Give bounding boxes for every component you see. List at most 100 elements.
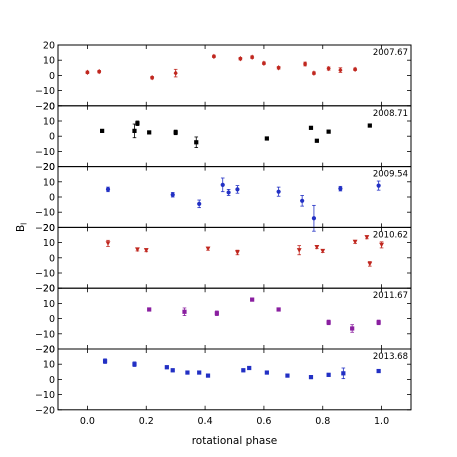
data-point <box>326 372 331 377</box>
y-tick-label: −10 <box>35 269 55 280</box>
y-tick-label: 0 <box>49 375 55 386</box>
data-point <box>238 55 243 62</box>
point-marker <box>135 121 140 126</box>
data-point <box>135 120 140 126</box>
point-marker <box>341 371 346 376</box>
data-point <box>135 247 140 252</box>
point-marker <box>376 320 381 325</box>
epoch-label: 2011.67 <box>373 291 408 301</box>
point-marker <box>376 183 381 188</box>
panel-2009.54: −20 −10 0 10 20 2009.54 <box>35 162 412 234</box>
y-tick-label: 0 <box>49 132 55 143</box>
y-tick-label: 0 <box>49 253 55 264</box>
point-marker <box>185 370 190 375</box>
point-marker <box>143 248 149 253</box>
point-marker <box>326 372 331 377</box>
point-marker <box>308 125 314 130</box>
data-point <box>364 235 370 240</box>
point-marker <box>379 242 384 248</box>
point-marker <box>326 320 331 325</box>
y-tick-label: −20 <box>35 223 55 234</box>
data-point <box>211 53 217 60</box>
y-tick-label: 20 <box>43 41 55 52</box>
y-tick-label: 0 <box>49 193 55 204</box>
y-tick-label: −20 <box>35 284 55 295</box>
x-axis-title: rotational phase <box>192 435 278 447</box>
y-tick-label: 20 <box>43 284 55 295</box>
x-tick-label: 0.8 <box>315 416 330 427</box>
point-marker <box>211 53 217 60</box>
y-axis-title-main: B <box>15 225 27 232</box>
point-marker <box>170 368 175 373</box>
data-point <box>147 130 152 135</box>
point-marker <box>352 239 358 245</box>
point-marker <box>314 138 319 143</box>
point-marker <box>238 55 243 62</box>
data-point <box>132 361 137 367</box>
data-point <box>367 123 372 128</box>
point-marker <box>182 309 187 314</box>
x-tick-label: 0.6 <box>256 416 271 427</box>
point-marker <box>247 365 252 371</box>
data-point <box>170 192 175 198</box>
point-marker <box>194 140 199 145</box>
point-marker <box>173 70 178 76</box>
data-point <box>102 358 108 364</box>
data-point <box>205 246 211 252</box>
data-point <box>247 365 252 371</box>
data-point <box>164 365 169 370</box>
data-point <box>285 373 290 378</box>
point-marker <box>311 216 317 221</box>
data-point <box>276 186 281 197</box>
point-marker <box>326 129 331 134</box>
data-point <box>226 188 231 196</box>
data-point <box>303 61 308 67</box>
point-marker <box>102 359 108 364</box>
data-point <box>338 67 343 73</box>
point-marker <box>296 248 302 253</box>
point-marker <box>205 246 211 252</box>
data-point <box>320 248 326 254</box>
data-point <box>314 138 319 143</box>
point-marker <box>367 261 373 267</box>
y-tick-label: 20 <box>43 223 55 234</box>
x-tick-label: 0.4 <box>198 416 213 427</box>
data-point <box>264 370 269 375</box>
y-tick-label: 10 <box>43 238 55 249</box>
point-marker <box>150 74 155 81</box>
point-marker <box>353 66 358 73</box>
point-marker <box>205 373 211 378</box>
point-marker <box>100 128 105 133</box>
y-tick-label: 0 <box>49 314 55 325</box>
data-point <box>308 125 314 130</box>
data-point <box>173 68 178 78</box>
point-marker <box>105 241 111 246</box>
data-point <box>197 199 202 209</box>
data-point <box>100 128 105 133</box>
point-marker <box>338 67 343 73</box>
point-marker <box>311 70 317 76</box>
point-marker <box>367 123 372 128</box>
point-marker <box>250 297 255 302</box>
data-point <box>326 65 331 72</box>
point-marker <box>285 373 290 378</box>
data-point <box>241 368 246 373</box>
data-point <box>143 248 149 253</box>
data-point <box>194 136 199 149</box>
data-point <box>214 310 219 316</box>
point-marker <box>326 65 331 72</box>
y-tick-label: −10 <box>35 208 55 219</box>
data-point <box>173 129 178 136</box>
point-marker <box>241 368 246 373</box>
point-marker <box>105 187 111 192</box>
point-marker <box>132 128 137 133</box>
point-marker <box>338 186 343 191</box>
data-point <box>250 54 255 60</box>
point-marker <box>376 368 381 374</box>
data-point <box>264 136 269 141</box>
epoch-label: 2013.68 <box>373 352 408 362</box>
x-tick-label: 0.0 <box>80 416 95 427</box>
panel-2013.68: −20 −10 0 10 20 2013.68 <box>35 345 412 416</box>
panels: −20−10010202007.67−20−10010202008.71−20−… <box>35 41 412 427</box>
